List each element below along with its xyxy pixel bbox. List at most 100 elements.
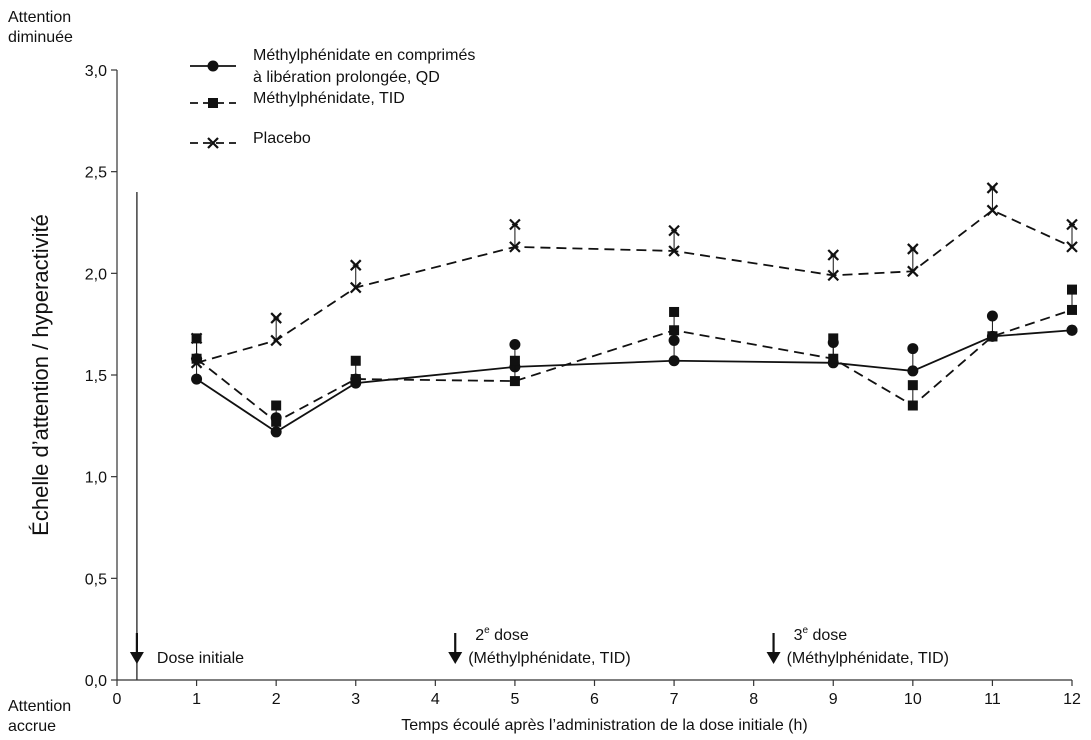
x-marker-stroke — [668, 245, 680, 257]
top-corner-label-line-1: Attention — [8, 9, 72, 26]
legend-label: Méthylphénidate, TID — [253, 90, 405, 107]
x-tick-label: 1 — [192, 691, 201, 708]
data-point — [907, 265, 919, 278]
bottom-corner-label-line-2: accrue — [8, 718, 57, 735]
x-marker-stroke — [827, 269, 840, 282]
bottom-corner-label: Attention accrue — [8, 697, 71, 737]
error-cap-marker — [509, 339, 521, 350]
data-point — [509, 241, 521, 253]
y-tick-label: 2,0 — [85, 266, 107, 283]
x-marker-stroke — [907, 243, 919, 255]
error-cap-marker — [669, 306, 680, 317]
error-cap-marker — [827, 249, 840, 261]
x-marker-stroke — [1066, 218, 1078, 231]
legend-item-2: Méthylphénidate, TID — [190, 90, 405, 108]
error-cap-marker — [349, 259, 362, 271]
data-point — [668, 245, 680, 257]
x-tick-label: 4 — [431, 691, 440, 708]
x-marker-stroke — [907, 265, 919, 278]
legend-marker — [207, 60, 219, 72]
data-point — [190, 357, 203, 369]
y-tick-label: 0,5 — [85, 571, 107, 588]
x-tick-label: 7 — [670, 691, 679, 708]
series-line — [196, 309, 1073, 423]
error-cap-marker — [907, 343, 919, 355]
data-point — [1066, 241, 1078, 253]
error-cap-marker — [986, 310, 998, 322]
data-point — [270, 426, 282, 438]
top-corner-label-line-2: diminuée — [8, 29, 73, 46]
x-marker-stroke — [986, 182, 999, 194]
error-cap-marker — [668, 224, 680, 237]
legend-item-1: Méthylphénidate en comprimés à libération… — [190, 47, 475, 86]
x-marker-stroke — [190, 357, 203, 369]
data-point — [1067, 304, 1077, 315]
error-cap-marker — [907, 380, 918, 391]
x-tick-label: 2 — [272, 691, 281, 708]
error-cap-marker — [986, 182, 999, 194]
dose-annotation-label: Dose initiale — [157, 650, 244, 667]
error-cap-marker — [907, 243, 919, 255]
legend-label: Placebo — [253, 130, 311, 147]
error-cap-marker — [1066, 324, 1078, 336]
error-cap-marker — [668, 334, 680, 346]
error-cap-marker — [350, 355, 361, 366]
x-marker-stroke — [207, 137, 219, 149]
x-tick-label: 9 — [829, 691, 838, 708]
x-marker-stroke — [190, 332, 203, 345]
x-tick-label: 8 — [749, 691, 758, 708]
error-cap-marker — [828, 333, 839, 344]
down-arrow-head — [448, 652, 463, 664]
dose-annotation-2: 2e dose (Méthylphénidate, TID) — [448, 625, 631, 667]
error-cap-marker — [509, 355, 520, 366]
series-3 — [190, 182, 1078, 369]
data-point — [828, 353, 839, 364]
data-point — [350, 374, 361, 385]
y-axis-label: Échelle d’attention / hyperactivité — [28, 214, 53, 536]
dose-annotation-label: 3e dose — [794, 625, 848, 644]
data-point — [349, 281, 362, 294]
data-point — [271, 416, 282, 427]
x-axis-label: Temps écoulé après l’administration de l… — [401, 717, 807, 734]
x-tick-label: 0 — [113, 691, 122, 708]
data-point — [509, 376, 520, 387]
error-cap-marker — [1067, 284, 1077, 295]
y-tick-label: 0,0 — [85, 673, 107, 690]
x-tick-label: 6 — [590, 691, 599, 708]
y-tick-label: 3,0 — [85, 63, 107, 80]
x-marker-stroke — [349, 281, 362, 294]
x-marker-stroke — [270, 334, 282, 347]
x-tick-label: 12 — [1063, 691, 1081, 708]
data-point — [907, 400, 918, 411]
data-point — [668, 355, 680, 367]
data-point — [907, 365, 919, 377]
x-tick-label: 11 — [984, 691, 1001, 708]
error-cap-marker — [190, 332, 203, 345]
legend-marker — [208, 98, 218, 108]
y-tick-label: 1,5 — [85, 368, 107, 385]
x-tick-label: 10 — [904, 691, 922, 708]
data-point — [191, 373, 203, 385]
x-marker-stroke — [827, 249, 840, 261]
x-tick-label: 5 — [510, 691, 519, 708]
x-marker-stroke — [509, 218, 521, 231]
series-2 — [191, 284, 1077, 427]
dose-annotation-label: 2e dose — [475, 625, 529, 644]
legend-item-3: Placebo — [190, 130, 311, 149]
data-point — [986, 204, 999, 217]
dose-annotation-3: 3e dose (Méthylphénidate, TID) — [766, 625, 949, 667]
x-marker-stroke — [986, 204, 999, 217]
error-cap-marker — [987, 331, 998, 342]
x-marker-stroke — [668, 224, 680, 237]
x-marker-stroke — [349, 259, 362, 271]
series-line — [196, 209, 1073, 364]
bottom-corner-label-line-1: Attention — [8, 698, 72, 715]
y-tick-label: 2,5 — [85, 165, 107, 182]
x-marker-stroke — [1066, 241, 1078, 253]
error-cap-marker — [509, 218, 521, 231]
x-tick-label: 3 — [351, 691, 360, 708]
error-cap-marker — [270, 312, 282, 324]
down-arrow-head — [766, 652, 781, 664]
series-1 — [191, 310, 1078, 438]
